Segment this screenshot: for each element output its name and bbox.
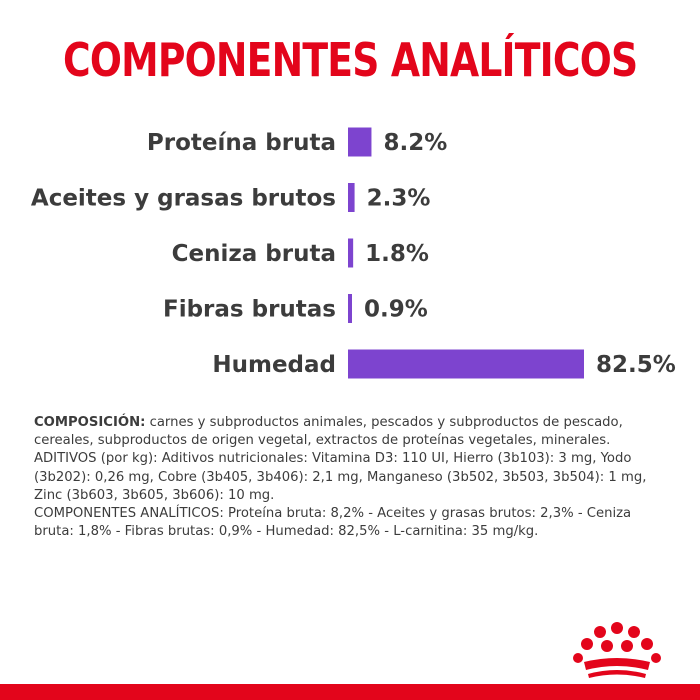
royal-crown-icon — [570, 618, 670, 684]
category-label: Humedad — [212, 352, 336, 378]
bar — [348, 128, 371, 157]
analytical-text: COMPONENTES ANALÍTICOS: Proteína bruta: … — [34, 505, 670, 541]
bar — [348, 239, 353, 268]
value-label: 1.8% — [365, 241, 429, 267]
bottom-accent-bar — [0, 684, 700, 700]
nutrient-bar-chart: Proteína bruta 8.2% Aceites y grasas bruto… — [0, 0, 700, 400]
composition-block: COMPOSICIÓN: carnes y subproductos anima… — [34, 414, 670, 541]
value-label: 8.2% — [383, 130, 447, 156]
additives-text: ADITIVOS (por kg): Aditivos nutricionale… — [34, 450, 670, 505]
bar — [348, 183, 355, 212]
category-label: Proteína bruta — [147, 130, 336, 156]
value-label: 2.3% — [367, 186, 431, 212]
bar — [348, 294, 352, 323]
category-label: Fibras brutas — [163, 297, 336, 323]
category-label: Ceniza bruta — [172, 241, 336, 267]
composition-paragraph: COMPOSICIÓN: carnes y subproductos anima… — [34, 414, 670, 450]
value-label: 82.5% — [596, 352, 676, 378]
composition-heading: COMPOSICIÓN: — [34, 415, 145, 430]
category-label: Aceites y grasas brutos — [31, 186, 336, 212]
value-label: 0.9% — [364, 297, 428, 323]
bar — [348, 350, 584, 379]
